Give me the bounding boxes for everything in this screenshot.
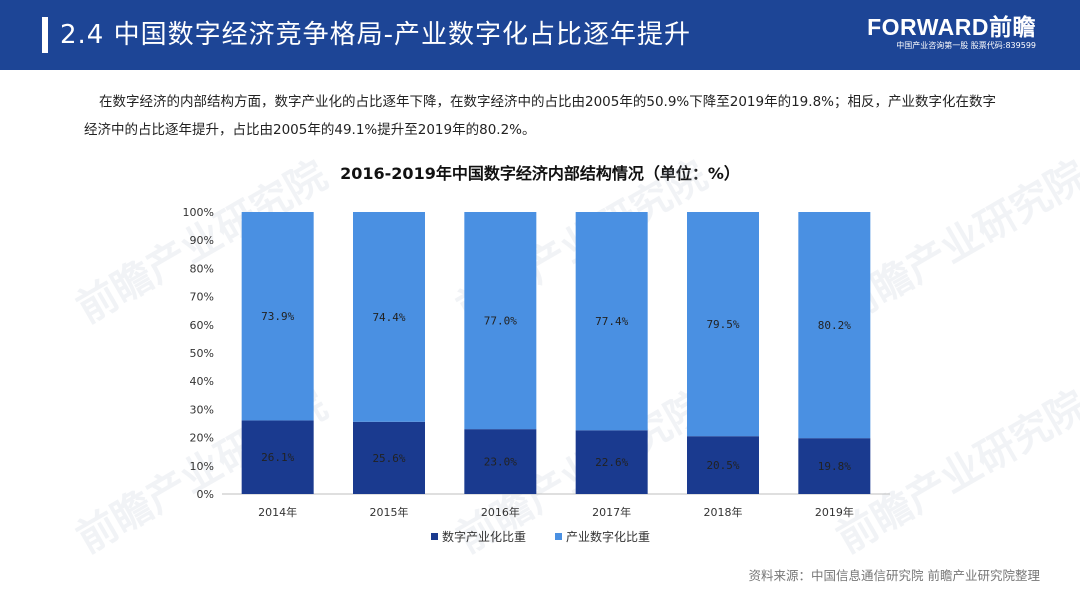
header-accent-bar xyxy=(42,17,48,53)
x-tick-label: 2016年 xyxy=(481,505,520,519)
data-label: 23.0% xyxy=(484,456,517,469)
bar-segment xyxy=(687,212,759,437)
y-tick-label: 100% xyxy=(183,206,214,219)
data-label: 73.9% xyxy=(261,310,294,323)
bar-segment xyxy=(241,420,314,494)
data-label: 25.6% xyxy=(372,452,405,465)
bar-segment xyxy=(464,212,537,430)
x-tick-label: 2019年 xyxy=(815,505,854,519)
y-tick-label: 30% xyxy=(190,403,214,416)
y-tick-label: 70% xyxy=(190,291,214,304)
y-tick-label: 40% xyxy=(190,375,214,388)
y-tick-label: 10% xyxy=(190,460,214,473)
y-tick-label: 20% xyxy=(190,432,214,445)
data-label: 77.0% xyxy=(484,315,517,328)
source-note: 资料来源：中国信息通信研究院 前瞻产业研究院整理 xyxy=(748,568,1040,583)
legend-label: 数字产业化比重 xyxy=(442,529,526,544)
x-tick-label: 2017年 xyxy=(592,505,631,519)
bar-segment xyxy=(798,212,871,439)
chart-title: 2016-2019年中国数字经济内部结构情况（单位：%） xyxy=(340,164,740,183)
bar-segment xyxy=(353,421,425,494)
data-label: 22.6% xyxy=(595,456,628,469)
data-label: 26.1% xyxy=(261,451,294,464)
x-tick-label: 2018年 xyxy=(704,505,743,519)
y-tick-label: 80% xyxy=(190,262,214,275)
y-tick-label: 0% xyxy=(197,488,214,501)
legend-label: 产业数字化比重 xyxy=(566,529,650,544)
bar-segment xyxy=(575,430,648,494)
bar-segment xyxy=(241,212,314,421)
data-label: 74.4% xyxy=(372,311,405,324)
data-label: 20.5% xyxy=(706,459,739,472)
data-label: 80.2% xyxy=(818,319,851,332)
y-tick-label: 50% xyxy=(190,347,214,360)
legend-swatch xyxy=(555,533,562,540)
x-tick-label: 2015年 xyxy=(370,505,409,519)
brand-logo-text: FORWARD前瞻 xyxy=(867,14,1036,40)
bar-segment xyxy=(798,438,871,494)
y-tick-label: 60% xyxy=(190,319,214,332)
brand-tagline: 中国产业咨询第一股 股票代码:839599 xyxy=(896,41,1036,50)
brand-logo: FORWARD前瞻 中国产业咨询第一股 股票代码:839599 xyxy=(867,14,1036,52)
data-label: 19.8% xyxy=(818,460,851,473)
data-label: 77.4% xyxy=(595,315,628,328)
bar-segment xyxy=(575,212,648,431)
x-tick-label: 2014年 xyxy=(258,505,297,519)
page-title: 2.4 中国数字经济竞争格局-产业数字化占比逐年提升 xyxy=(60,20,691,50)
header-banner: 2.4 中国数字经济竞争格局-产业数字化占比逐年提升 FORWARD前瞻 中国产… xyxy=(0,0,1080,70)
intro-paragraph: 在数字经济的内部结构方面，数字产业化的占比逐年下降，在数字经济中的占比由2005… xyxy=(84,94,996,138)
y-tick-label: 90% xyxy=(190,234,214,247)
data-label: 79.5% xyxy=(706,318,739,331)
bar-segment xyxy=(687,436,759,494)
bar-segment xyxy=(464,429,537,494)
bar-segment xyxy=(353,212,425,422)
legend-swatch xyxy=(431,533,438,540)
